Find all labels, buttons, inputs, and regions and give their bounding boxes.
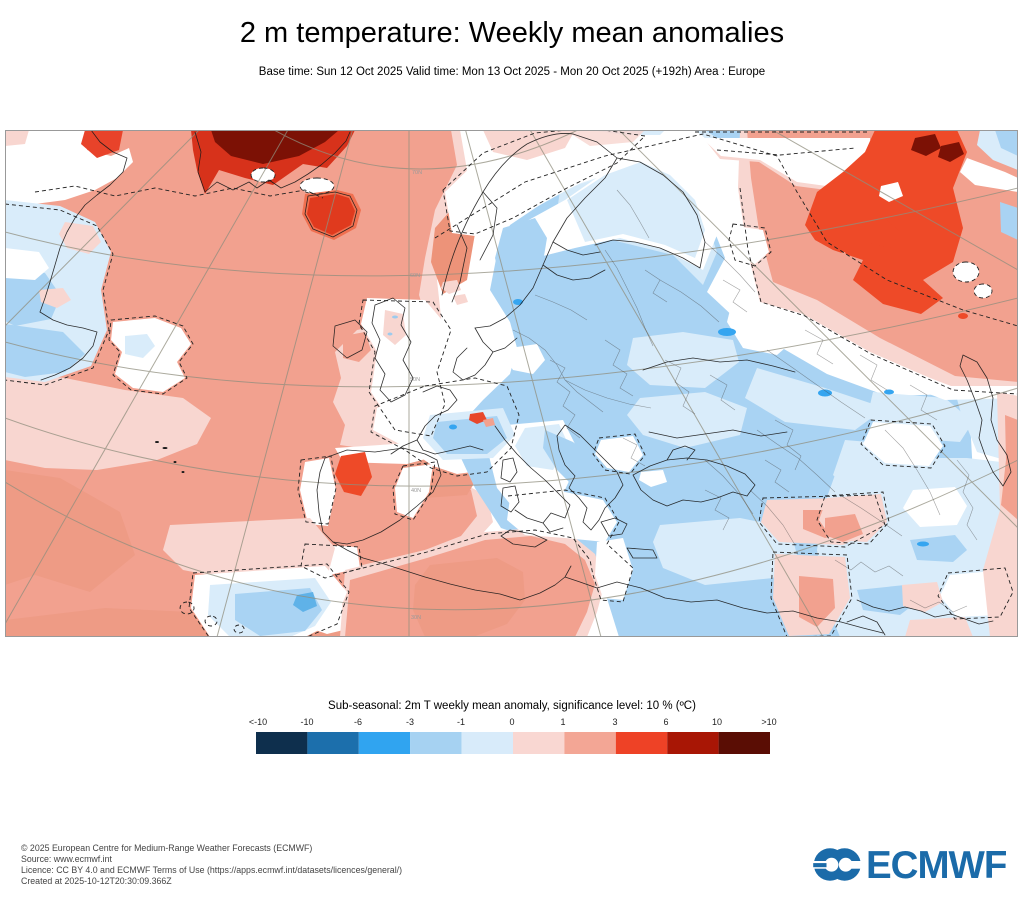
- svg-text:ECMWF: ECMWF: [866, 844, 1007, 885]
- svg-text:60N: 60N: [410, 273, 420, 279]
- svg-text:50N: 50N: [410, 377, 420, 383]
- svg-text:30N: 30N: [411, 615, 421, 621]
- svg-text:40N: 40N: [411, 488, 421, 494]
- svg-text:70N: 70N: [412, 170, 422, 176]
